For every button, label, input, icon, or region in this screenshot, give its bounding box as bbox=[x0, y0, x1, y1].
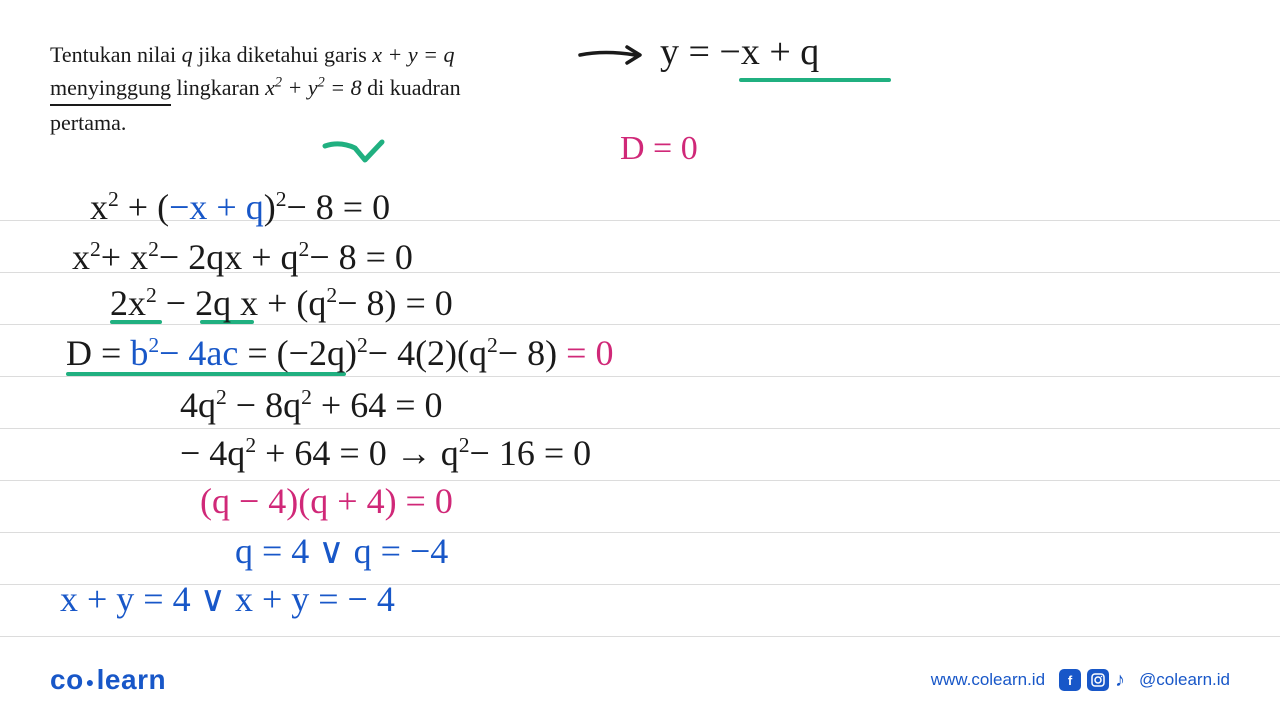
annotation-substitution: y = −x + q bbox=[660, 30, 819, 74]
problem-eq2: x2 + y2 = 8 bbox=[265, 75, 362, 100]
solution-step-9: x + y = 4 ∨ x + y = − 4 bbox=[60, 578, 395, 620]
brand-logo: co●learn bbox=[50, 664, 166, 696]
footer-handle: @colearn.id bbox=[1139, 670, 1230, 690]
footer-right: www.colearn.id f ♪ @colearn.id bbox=[931, 669, 1230, 692]
problem-statement: Tentukan nilai q jika diketahui garis x … bbox=[50, 38, 570, 139]
solution-step-5: 4q2 − 8q2 + 64 = 0 bbox=[180, 384, 443, 426]
problem-eq1: x + y = q bbox=[372, 42, 454, 67]
instagram-icon bbox=[1087, 669, 1109, 691]
problem-underlined: menyinggung bbox=[50, 71, 171, 106]
footer-url: www.colearn.id bbox=[931, 670, 1045, 690]
problem-text: jika diketahui garis bbox=[193, 42, 373, 67]
facebook-icon: f bbox=[1059, 669, 1081, 691]
logo-part-a: co bbox=[50, 664, 84, 695]
logo-part-b: learn bbox=[97, 664, 166, 695]
solution-step-7: (q − 4)(q + 4) = 0 bbox=[200, 480, 453, 522]
problem-var-q: q bbox=[182, 42, 193, 67]
social-icons: f ♪ bbox=[1059, 669, 1125, 692]
problem-text: di kuadran bbox=[362, 75, 461, 100]
problem-text: lingkaran bbox=[171, 75, 265, 100]
green-underline bbox=[739, 78, 891, 82]
logo-dot: ● bbox=[86, 674, 95, 690]
solution-step-1: x2 + (−x + q)2− 8 = 0 bbox=[90, 186, 390, 228]
solution-step-3: 2x2 − 2q x + (q2− 8) = 0 bbox=[110, 282, 453, 324]
problem-text: Tentukan nilai bbox=[50, 42, 182, 67]
footer: co●learn www.colearn.id f ♪ @colearn.id bbox=[50, 664, 1230, 696]
problem-text: pertama. bbox=[50, 110, 126, 135]
checkmark-icon bbox=[320, 138, 390, 164]
tiktok-icon: ♪ bbox=[1115, 669, 1125, 692]
solution-step-6: − 4q2 + 64 = 0 → q2− 16 = 0 bbox=[180, 432, 591, 474]
solution-step-4: D = b2− 4ac = (−2q)2− 4(2)(q2− 8) = 0 bbox=[66, 332, 613, 374]
solution-step-2: x2+ x2− 2qx + q2− 8 = 0 bbox=[72, 236, 413, 278]
arrow-icon bbox=[575, 40, 655, 70]
solution-step-8: q = 4 ∨ q = −4 bbox=[235, 530, 448, 572]
annotation-discriminant-zero: D = 0 bbox=[620, 130, 698, 168]
